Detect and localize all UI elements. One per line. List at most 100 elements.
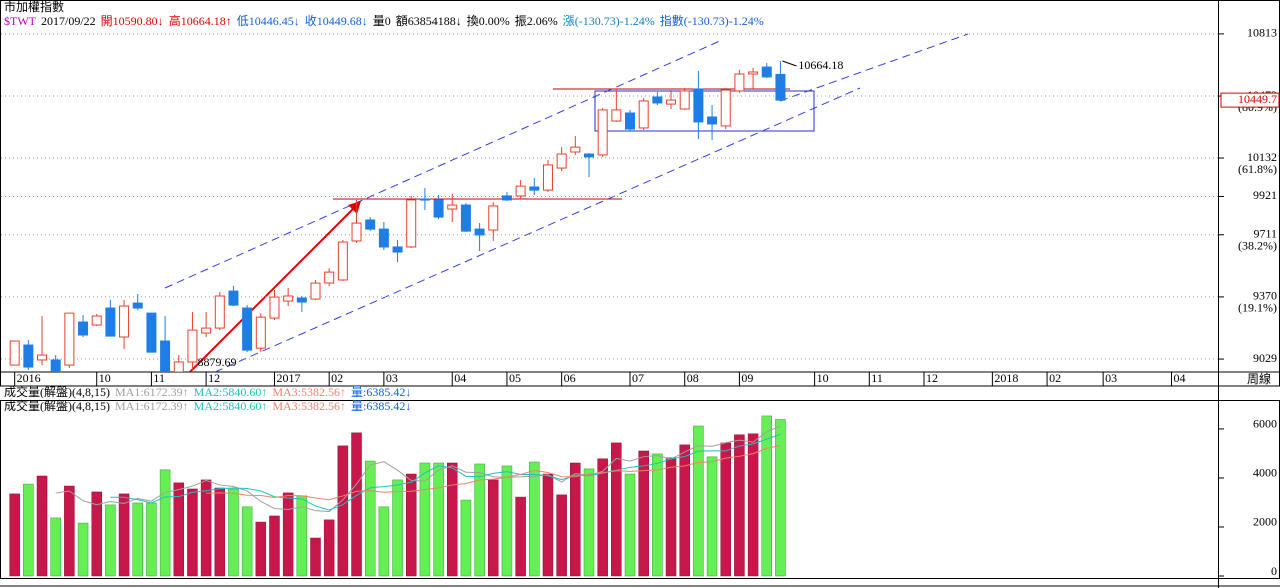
candle-body	[460, 204, 471, 232]
info-line: $TWT 2017/09/22 開10590.80↓ 高10664.18↑ 低10446…	[4, 13, 764, 28]
volume-bar	[474, 463, 485, 577]
candle-body	[611, 109, 622, 122]
candle-body	[666, 99, 677, 105]
candle-body	[474, 228, 485, 236]
x-tick-label: 08	[687, 371, 699, 385]
x-tick-label: 04	[454, 371, 466, 385]
header-item: MA3:5382.56↑	[272, 385, 346, 399]
candle-body	[775, 73, 786, 101]
x-tick-label: 11	[153, 371, 165, 385]
volume-bar	[9, 493, 20, 577]
volume-bar	[64, 485, 75, 577]
volume-bar	[378, 506, 390, 577]
arrow	[189, 203, 359, 372]
candle-body	[91, 315, 102, 326]
period-label: 周線	[1247, 371, 1271, 386]
volume-bar	[761, 415, 773, 577]
candle-body	[488, 205, 499, 231]
candle-body	[201, 327, 212, 334]
volume-bar	[720, 442, 731, 577]
candle-body	[269, 296, 280, 319]
volume-bar	[446, 462, 458, 577]
volume-bar	[706, 456, 718, 577]
volume-bar	[570, 462, 581, 577]
volume-bar	[36, 475, 48, 577]
y-tick-label: 2000	[1253, 515, 1277, 529]
volume-bar	[310, 537, 321, 577]
header-item: 量:6385.42↓	[351, 399, 411, 413]
box	[594, 90, 815, 132]
y-tick-label: 6000	[1253, 417, 1277, 431]
volume-bar	[693, 425, 704, 577]
candle-body	[119, 305, 130, 338]
volume-bar	[556, 494, 567, 577]
volume-bar	[775, 419, 786, 577]
title: 市加權指數	[4, 0, 64, 14]
x-tick-label: 02	[331, 371, 343, 385]
volume-bar	[433, 462, 444, 577]
volume-header: 成交量(解盤)(4,8,15) MA1:6172.39↑ MA2:5840.60↑ M…	[4, 398, 411, 413]
candle-body	[365, 219, 376, 230]
candle-body	[214, 295, 225, 329]
x-tick-label: 2017	[276, 371, 300, 385]
x-tick-label: 2018	[994, 371, 1018, 385]
info-item: 2017/09/22	[41, 14, 96, 28]
candle-body	[761, 66, 772, 78]
header-item: 成交量(解盤)(4,8,15)	[4, 384, 110, 399]
volume-bar	[405, 473, 417, 577]
volume-bar	[323, 519, 335, 577]
x-tick-label: 12	[926, 371, 938, 385]
x-tick-label: 06	[564, 371, 576, 385]
level-label: (19.1%)	[1238, 301, 1277, 315]
candle-body	[37, 354, 48, 361]
candle-body	[187, 329, 198, 363]
level-label: (38.2%)	[1238, 239, 1277, 253]
candle-body	[570, 146, 581, 153]
candle-body	[406, 199, 417, 248]
y-tick-label: 9029	[1253, 351, 1277, 365]
info-item: $TWT	[4, 14, 37, 28]
arrow-head	[348, 201, 361, 214]
candle-body	[378, 228, 389, 248]
volume-bar	[515, 496, 526, 577]
annotation: 10664.18	[798, 58, 843, 72]
x-tick-label: 11	[871, 371, 883, 385]
candle-body	[597, 109, 608, 156]
candle-body	[542, 164, 553, 191]
x-tick-label: 03	[386, 371, 398, 385]
level-label: (61.8%)	[1238, 162, 1277, 176]
candle-body	[652, 96, 663, 104]
volume-bar	[241, 506, 253, 577]
volume-bar	[364, 460, 376, 577]
leader-line	[782, 60, 797, 67]
volume-bar	[132, 502, 143, 577]
candle-body	[324, 271, 335, 284]
header-item: 成交量(解盤)(4,8,15)	[4, 398, 110, 413]
candle-body	[419, 198, 430, 201]
x-tick-label: 12	[208, 371, 220, 385]
volume-bar	[187, 488, 198, 577]
volume-bar	[337, 445, 349, 577]
volume-bar	[146, 502, 157, 577]
y-tick-label: 9370	[1253, 289, 1277, 303]
candle-body	[515, 185, 526, 197]
volume-bar	[173, 482, 185, 577]
volume-bar	[77, 522, 89, 577]
volume-bar	[105, 504, 116, 577]
candle-body	[337, 241, 348, 281]
volume-bar	[200, 479, 212, 577]
candle-body	[529, 186, 540, 191]
volume-bar	[392, 479, 403, 577]
volume-bar	[542, 473, 554, 577]
info-item: 收10449.68↓	[305, 14, 368, 28]
candle-body	[173, 361, 184, 372]
channel-line	[779, 33, 969, 102]
candle-body	[255, 316, 266, 349]
candle-body	[707, 116, 718, 125]
moving-average	[55, 425, 781, 513]
candle-body	[392, 246, 403, 253]
annotation: 8879.69	[197, 355, 236, 369]
y-tick-label: 0	[1271, 564, 1277, 578]
volume-bar	[351, 432, 362, 577]
